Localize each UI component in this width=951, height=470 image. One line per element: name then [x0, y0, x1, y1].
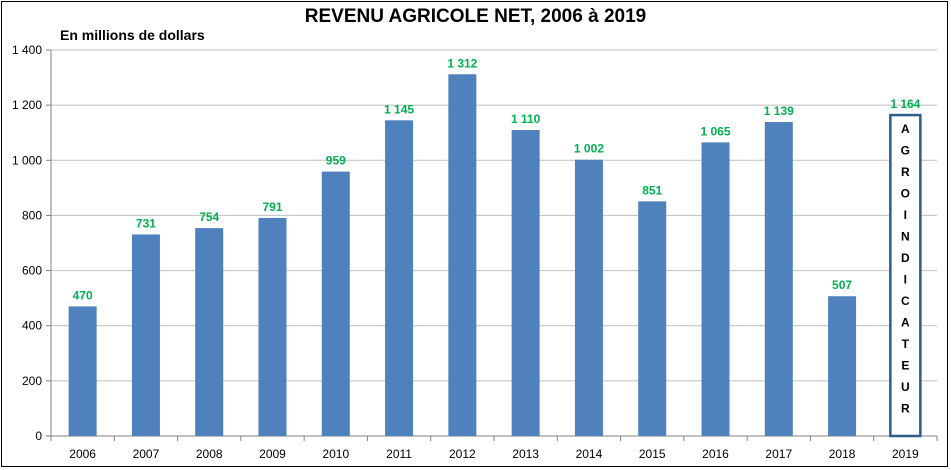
chart-title: REVENU AGRICOLE NET, 2006 à 2019: [304, 6, 647, 27]
y-tick-label: 800: [22, 208, 42, 222]
agroindicateur-letter: R: [901, 165, 910, 179]
y-tick-label: 0: [35, 429, 42, 443]
data-label: 1 145: [384, 102, 414, 116]
agroindicateur-letter: G: [901, 144, 910, 158]
x-tick-label: 2010: [322, 447, 349, 461]
agroindicateur-letter: U: [901, 380, 910, 394]
x-tick-label: 2017: [765, 447, 792, 461]
data-label: 1 065: [700, 124, 730, 138]
agroindicateur-letter: T: [902, 337, 910, 351]
bar-2019-outlined: [889, 113, 922, 438]
agroindicateur-letter: A: [901, 316, 910, 330]
x-tick-label: 2012: [449, 447, 476, 461]
data-label: 754: [199, 210, 219, 224]
agroindicateur-letter: C: [901, 294, 910, 308]
agroindicateur-letter: E: [901, 359, 909, 373]
bar-2010: [321, 171, 350, 436]
x-tick-label: 2014: [576, 447, 603, 461]
bar-2011: [385, 120, 414, 437]
bar-2009: [258, 217, 287, 436]
data-label: 851: [642, 183, 662, 197]
x-tick-label: 2018: [829, 447, 856, 461]
bar-2014: [574, 159, 603, 436]
bar-2016: [701, 142, 730, 436]
agroindicateur-letter: I: [904, 273, 907, 287]
data-label: 507: [832, 278, 852, 292]
y-tick-label: 200: [22, 374, 42, 388]
bar-2008: [195, 228, 224, 436]
x-tick-label: 2007: [133, 447, 160, 461]
y-tick-label: 600: [22, 264, 42, 278]
y-tick-label: 1 000: [12, 153, 42, 167]
y-tick-label: 1 200: [12, 98, 42, 112]
y-axis-label: En millions de dollars: [60, 27, 205, 43]
bar-2012: [448, 74, 477, 437]
agroindicateur-letter: I: [904, 208, 907, 222]
x-tick-label: 2009: [259, 447, 286, 461]
bar-2007: [131, 234, 160, 436]
x-tick-label: 2016: [702, 447, 729, 461]
agroindicateur-letter: A: [901, 122, 910, 136]
bar-2015: [638, 201, 667, 436]
x-tick-label: 2015: [639, 447, 666, 461]
data-label: 731: [136, 216, 156, 230]
data-label: 959: [326, 154, 346, 168]
x-tick-label: 2006: [69, 447, 96, 461]
bar-2018: [828, 296, 857, 436]
x-tick-label: 2011: [386, 447, 412, 461]
data-label: 1 110: [511, 112, 541, 126]
bar-2013: [511, 129, 540, 436]
agroindicateur-letter: R: [901, 402, 910, 416]
data-label: 470: [73, 288, 93, 302]
bar-2006: [68, 306, 97, 436]
y-tick-label: 1 400: [12, 43, 42, 57]
x-tick-label: 2019: [892, 447, 919, 461]
agroindicateur-letter: N: [901, 230, 910, 244]
y-tick-label: 400: [22, 319, 42, 333]
data-label: 1 312: [447, 56, 477, 70]
agroindicateur-letter: D: [901, 251, 910, 265]
data-label: 1 164: [890, 97, 920, 111]
bar-2017: [764, 121, 793, 436]
data-label: 1 139: [764, 104, 794, 118]
agroindicateur-letter: O: [901, 187, 910, 201]
x-tick-label: 2013: [512, 447, 539, 461]
data-label: 791: [262, 200, 282, 214]
data-label: 1 002: [574, 142, 604, 156]
x-tick-label: 2008: [196, 447, 223, 461]
